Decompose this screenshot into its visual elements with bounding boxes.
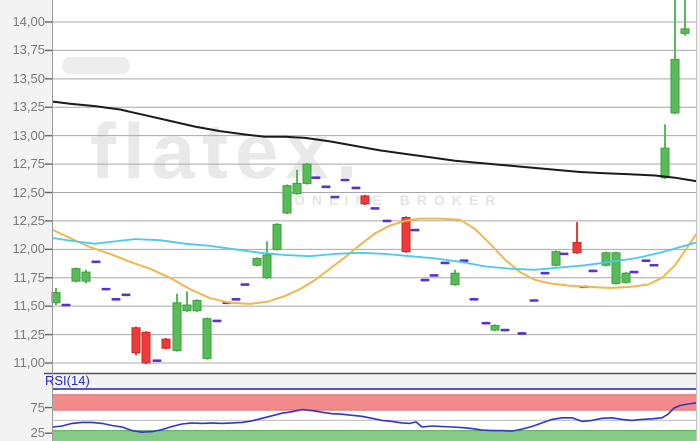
dash-mark (641, 259, 651, 263)
ma-short-cyan-line (52, 237, 697, 271)
candle-body (182, 304, 192, 312)
candle-body (450, 272, 460, 286)
rsi-panel-title: RSI(14) (45, 373, 90, 388)
price-axis-label: 11,50 (13, 298, 45, 314)
candle-body (131, 327, 141, 354)
price-pane: flatex. ONLINE BROKER (52, 0, 696, 373)
price-axis-label: 11,75 (13, 269, 45, 285)
candle-body (601, 252, 611, 266)
candle-body (252, 257, 262, 266)
candle-body (51, 292, 61, 304)
candle-body (490, 324, 500, 331)
rsi-axis-label: 75 (30, 399, 45, 415)
price-axis-label: 12,50 (12, 184, 45, 200)
candle-body (282, 185, 292, 214)
price-axis-label: 13,50 (12, 70, 45, 86)
candle-body (621, 272, 631, 283)
price-axis-label: 12,25 (12, 212, 45, 228)
candle-body (360, 195, 370, 205)
dash-mark (559, 252, 569, 256)
candle-body (161, 338, 171, 349)
candle-body (551, 251, 561, 266)
price-axis-label: 12,00 (12, 241, 45, 257)
price-axis-label: 13,75 (12, 42, 45, 58)
price-axis-label: 11,00 (13, 355, 45, 370)
candle-body (71, 268, 81, 282)
candle-body (611, 252, 621, 284)
dash-mark (629, 270, 639, 274)
candle-body (141, 331, 151, 364)
price-axis-label: 14,00 (12, 14, 45, 29)
dash-mark (61, 303, 71, 307)
dash-mark (649, 263, 659, 267)
price-axis-label: 13,00 (12, 127, 45, 143)
candle-body (660, 147, 670, 179)
candle-body (401, 217, 411, 253)
watermark-dash (62, 57, 130, 74)
dash-mark (469, 298, 479, 301)
candle-body (81, 271, 91, 282)
rsi-line (52, 402, 697, 434)
candle-body (670, 59, 680, 114)
candle-body (202, 318, 212, 359)
dash-mark (481, 321, 491, 325)
dash-mark (91, 260, 101, 264)
candle-body (572, 242, 582, 254)
price-axis-label: 13,25 (12, 99, 45, 115)
dash-mark (311, 176, 321, 180)
overbought-band (52, 394, 696, 411)
dash-mark (410, 228, 420, 232)
dash-mark (231, 298, 241, 301)
dash-mark (240, 283, 250, 286)
ma-long-black-line (52, 100, 697, 183)
dash-mark (111, 298, 121, 301)
candle-body (272, 223, 282, 250)
dash-mark (440, 261, 450, 265)
dash-mark (500, 328, 510, 332)
dash-mark (588, 269, 598, 273)
candle-body (292, 182, 302, 195)
dash-mark (420, 278, 430, 282)
candle-body (262, 254, 272, 279)
rsi-axis-label: 25 (30, 425, 45, 441)
candle-body (172, 302, 182, 352)
dash-mark (540, 271, 550, 275)
dash-mark (152, 359, 162, 363)
dash-mark (121, 293, 131, 297)
dash-mark (370, 207, 380, 210)
dash-mark (517, 332, 527, 335)
price-axis-label: 11,25 (13, 326, 45, 342)
dash-mark (351, 186, 361, 190)
candle-body (680, 28, 690, 34)
dash-mark (382, 219, 392, 223)
dash-mark (212, 319, 222, 323)
dash-mark (330, 195, 340, 199)
dash-mark (340, 178, 350, 182)
dash-mark (429, 274, 439, 277)
candle-body (192, 299, 202, 312)
price-axis-label: 12,75 (12, 156, 45, 172)
ma-mid-orange-line (52, 217, 697, 305)
candle-body (302, 163, 312, 184)
dash-mark (529, 299, 539, 302)
dash-mark (101, 287, 111, 291)
oversold-band (52, 430, 696, 441)
dash-mark (321, 185, 331, 189)
watermark-tagline: ONLINE BROKER (294, 192, 503, 208)
